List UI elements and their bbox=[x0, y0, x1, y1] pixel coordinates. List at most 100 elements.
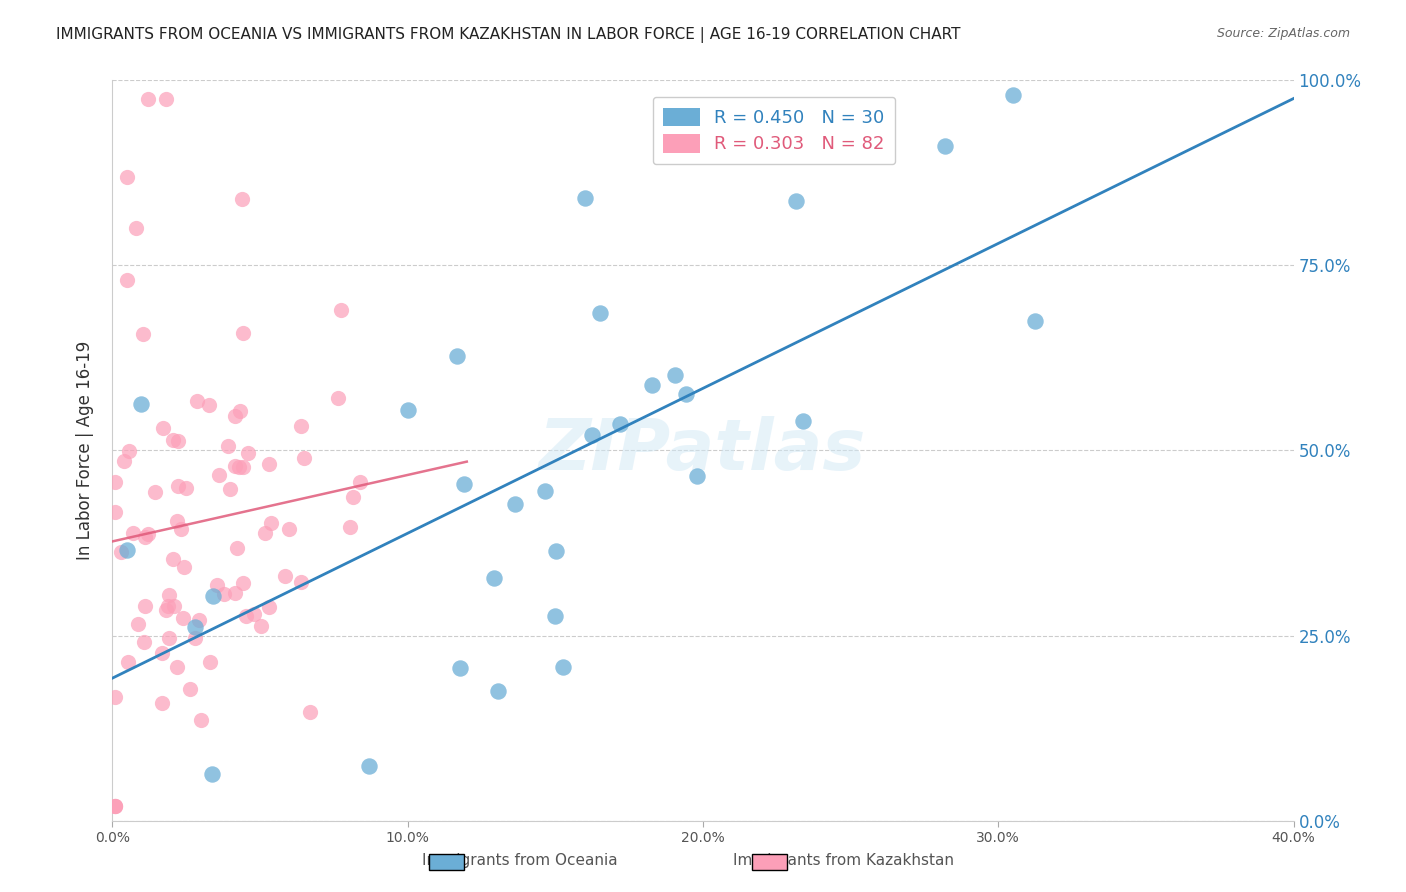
Y-axis label: In Labor Force | Age 16-19: In Labor Force | Age 16-19 bbox=[76, 341, 94, 560]
Text: Source: ZipAtlas.com: Source: ZipAtlas.com bbox=[1216, 27, 1350, 40]
Immigrants from Oceania bbox=[640, 377, 662, 392]
Immigrants from Kazakhstan bbox=[136, 527, 159, 541]
Immigrants from Kazakhstan bbox=[232, 326, 254, 340]
Immigrants from Kazakhstan bbox=[134, 599, 156, 614]
Immigrants from Kazakhstan bbox=[290, 418, 312, 433]
Immigrants from Kazakhstan bbox=[238, 446, 260, 460]
Immigrants from Kazakhstan bbox=[197, 399, 219, 413]
Immigrants from Kazakhstan bbox=[260, 516, 283, 530]
Immigrants from Oceania bbox=[396, 403, 419, 417]
Immigrants from Kazakhstan bbox=[132, 634, 155, 648]
Immigrants from Oceania bbox=[792, 414, 814, 428]
Immigrants from Oceania bbox=[446, 349, 468, 363]
Immigrants from Kazakhstan bbox=[299, 705, 322, 719]
Immigrants from Kazakhstan bbox=[329, 302, 352, 317]
Immigrants from Oceania bbox=[686, 468, 709, 483]
Immigrants from Kazakhstan bbox=[104, 798, 127, 813]
Immigrants from Oceania bbox=[664, 368, 686, 382]
Immigrants from Kazakhstan bbox=[163, 599, 186, 614]
Immigrants from Oceania bbox=[588, 306, 610, 320]
Immigrants from Oceania bbox=[357, 758, 380, 772]
Immigrants from Oceania bbox=[184, 620, 207, 634]
Immigrants from Kazakhstan bbox=[274, 568, 297, 582]
Legend: R = 0.450   N = 30, R = 0.303   N = 82: R = 0.450 N = 30, R = 0.303 N = 82 bbox=[652, 96, 896, 164]
Immigrants from Kazakhstan bbox=[166, 434, 188, 449]
Immigrants from Oceania bbox=[449, 661, 471, 675]
Immigrants from Oceania bbox=[453, 476, 475, 491]
Immigrants from Kazakhstan bbox=[125, 221, 148, 235]
Immigrants from Kazakhstan bbox=[217, 439, 239, 453]
Immigrants from Oceania bbox=[201, 590, 224, 604]
Immigrants from Kazakhstan bbox=[326, 391, 349, 405]
Immigrants from Oceania bbox=[609, 417, 631, 432]
Immigrants from Kazakhstan bbox=[339, 520, 361, 534]
Immigrants from Kazakhstan bbox=[104, 505, 127, 519]
Immigrants from Kazakhstan bbox=[257, 457, 280, 471]
Immigrants from Oceania bbox=[544, 544, 567, 558]
Immigrants from Oceania bbox=[129, 397, 152, 411]
Immigrants from Kazakhstan bbox=[121, 526, 143, 541]
Immigrants from Kazakhstan bbox=[200, 655, 222, 669]
Immigrants from Kazakhstan bbox=[257, 600, 280, 615]
Immigrants from Oceania bbox=[675, 387, 697, 401]
Immigrants from Oceania bbox=[1024, 314, 1046, 328]
Immigrants from Kazakhstan bbox=[232, 576, 254, 591]
Immigrants from Kazakhstan bbox=[224, 409, 246, 423]
Immigrants from Kazakhstan bbox=[157, 588, 180, 602]
Immigrants from Kazakhstan bbox=[226, 541, 249, 555]
Immigrants from Kazakhstan bbox=[127, 616, 149, 631]
Immigrants from Kazakhstan bbox=[207, 467, 229, 482]
Immigrants from Kazakhstan bbox=[224, 586, 246, 600]
Immigrants from Kazakhstan bbox=[219, 482, 242, 496]
Immigrants from Kazakhstan bbox=[214, 587, 236, 601]
Immigrants from Kazakhstan bbox=[132, 327, 155, 342]
Immigrants from Kazakhstan bbox=[162, 433, 184, 447]
Immigrants from Kazakhstan bbox=[342, 490, 364, 504]
Immigrants from Kazakhstan bbox=[118, 443, 141, 458]
Immigrants from Kazakhstan bbox=[179, 681, 201, 696]
Immigrants from Kazakhstan bbox=[112, 454, 135, 468]
Immigrants from Kazakhstan bbox=[169, 522, 191, 536]
Immigrants from Oceania bbox=[503, 497, 526, 511]
Immigrants from Kazakhstan bbox=[278, 522, 301, 536]
Immigrants from Kazakhstan bbox=[117, 169, 138, 184]
Immigrants from Kazakhstan bbox=[104, 475, 127, 489]
Immigrants from Oceania bbox=[533, 484, 555, 499]
Immigrants from Kazakhstan bbox=[104, 798, 127, 813]
Immigrants from Kazakhstan bbox=[155, 602, 177, 616]
Immigrants from Oceania bbox=[785, 194, 807, 209]
Immigrants from Oceania bbox=[574, 191, 596, 205]
Immigrants from Kazakhstan bbox=[172, 611, 194, 625]
Immigrants from Kazakhstan bbox=[155, 92, 177, 106]
Immigrants from Kazakhstan bbox=[157, 632, 180, 646]
Immigrants from Kazakhstan bbox=[152, 646, 174, 660]
Immigrants from Kazakhstan bbox=[186, 393, 208, 408]
Immigrants from Oceania bbox=[934, 139, 956, 153]
Immigrants from Kazakhstan bbox=[173, 560, 195, 574]
Immigrants from Kazakhstan bbox=[156, 599, 179, 613]
Immigrants from Kazakhstan bbox=[166, 659, 188, 673]
Immigrants from Kazakhstan bbox=[292, 450, 315, 465]
Immigrants from Oceania bbox=[581, 428, 603, 442]
Immigrants from Kazakhstan bbox=[232, 459, 254, 474]
Immigrants from Kazakhstan bbox=[250, 618, 273, 632]
Immigrants from Kazakhstan bbox=[190, 713, 212, 727]
Text: Immigrants from Kazakhstan: Immigrants from Kazakhstan bbox=[733, 854, 955, 868]
Immigrants from Kazakhstan bbox=[162, 552, 184, 566]
Immigrants from Kazakhstan bbox=[152, 421, 174, 435]
Text: ZIPatlas: ZIPatlas bbox=[540, 416, 866, 485]
Immigrants from Kazakhstan bbox=[166, 479, 188, 493]
Text: IMMIGRANTS FROM OCEANIA VS IMMIGRANTS FROM KAZAKHSTAN IN LABOR FORCE | AGE 16-19: IMMIGRANTS FROM OCEANIA VS IMMIGRANTS FR… bbox=[56, 27, 960, 43]
Text: Immigrants from Oceania: Immigrants from Oceania bbox=[422, 854, 619, 868]
Immigrants from Kazakhstan bbox=[104, 798, 127, 813]
Immigrants from Oceania bbox=[482, 571, 505, 585]
Immigrants from Kazakhstan bbox=[235, 608, 257, 623]
Immigrants from Kazakhstan bbox=[134, 530, 156, 544]
Immigrants from Kazakhstan bbox=[253, 525, 276, 540]
Immigrants from Kazakhstan bbox=[117, 655, 139, 669]
Immigrants from Oceania bbox=[1001, 88, 1024, 103]
Immigrants from Kazakhstan bbox=[117, 273, 138, 287]
Immigrants from Kazakhstan bbox=[166, 514, 188, 528]
Immigrants from Kazakhstan bbox=[231, 192, 253, 206]
Immigrants from Oceania bbox=[201, 767, 224, 781]
